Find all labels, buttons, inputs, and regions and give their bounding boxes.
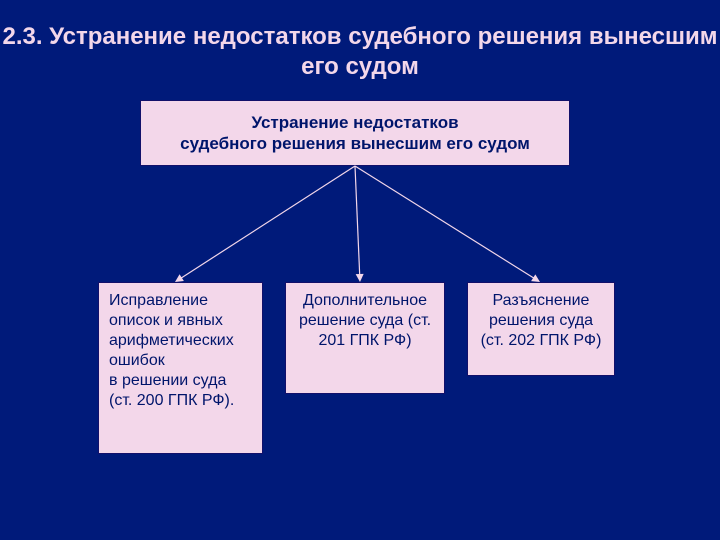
leaf-label: Исправление описок и явных арифметически… <box>109 292 234 409</box>
root-concept-label: Устранение недостатковсудебного решения … <box>180 112 530 155</box>
leaf-box: Разъяснение решения суда (ст. 202 ГПК РФ… <box>467 282 615 376</box>
slide-title: 2.3. Устранение недостатков судебного ре… <box>0 22 720 82</box>
leaf-box: Дополнительноерешение суда (ст. 201 ГПК … <box>285 282 445 394</box>
slide-root: 2.3. Устранение недостатков судебного ре… <box>0 0 720 540</box>
root-concept-box: Устранение недостатковсудебного решения … <box>140 100 570 166</box>
leaf-label: Дополнительноерешение суда (ст. 201 ГПК … <box>299 292 431 349</box>
leaf-box: Исправление описок и явных арифметически… <box>98 282 263 454</box>
leaf-label: Разъяснение решения суда (ст. 202 ГПК РФ… <box>481 292 602 349</box>
